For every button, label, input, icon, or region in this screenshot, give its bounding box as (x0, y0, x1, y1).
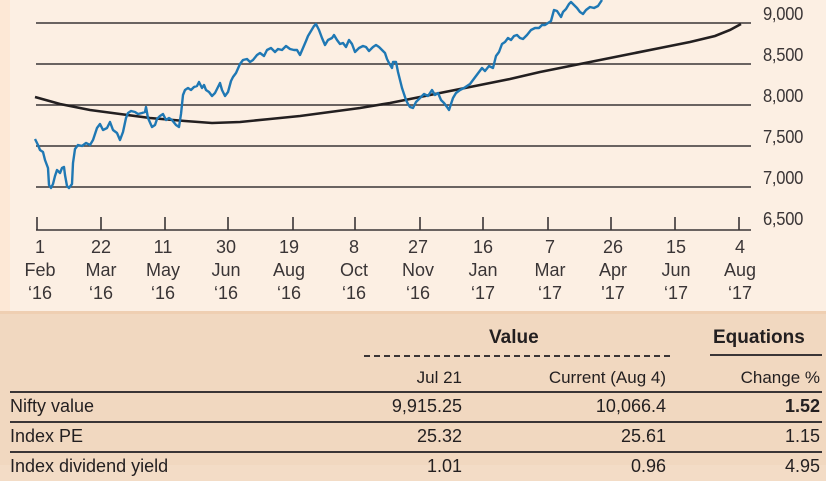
cell-jul21: 25.32 (416, 426, 462, 446)
x-tick-label: 19 Aug ‘16 (272, 237, 306, 303)
cell-change: 1.15 (784, 426, 820, 446)
row-label: Index PE (10, 426, 84, 446)
table-row: Index dividend yield 1.01 0.96 4.95 (10, 451, 822, 481)
table-row: Index PE 25.32 25.61 1.15 (10, 421, 822, 451)
x-tick-label: 8 Oct ‘16 (339, 237, 368, 303)
group-header-value: Value (489, 327, 539, 348)
group-header-equations: Equations (713, 327, 805, 348)
x-tick-label: 1 Feb ‘16 (24, 237, 56, 303)
gridlines (36, 22, 751, 231)
group-underline-equations (710, 354, 822, 356)
y-tick-label: 9,000 (763, 4, 804, 24)
series-nifty (33, 0, 603, 190)
y-tick-label: 8,000 (763, 86, 804, 106)
table-row: Nifty value 9,915.25 10,066.4 1.52 (10, 391, 822, 421)
chart-panel: 9,000 8,500 8,000 7,500 7,000 6,500 1 Feb… (0, 0, 826, 311)
x-tick-label: 22 Mar ‘16 (85, 237, 117, 303)
row-label: Index dividend yield (10, 456, 169, 476)
x-tick-label: 4 Aug ‘17 (723, 237, 757, 303)
cell-change: 4.95 (784, 456, 820, 476)
group-underline-value (364, 355, 670, 357)
y-tick-label: 7,000 (763, 168, 804, 188)
x-tick-label: 11 May ‘16 (145, 237, 180, 303)
cell-current: 0.96 (630, 456, 666, 476)
section-divider (0, 311, 826, 314)
column-header-change: Change % (740, 368, 820, 387)
y-tick-label: 6,500 (763, 209, 804, 229)
y-tick-label: 7,500 (763, 127, 804, 147)
column-header-jul21: Jul 21 (416, 368, 462, 387)
x-tick-label: 7 Mar ‘17 (534, 237, 566, 303)
x-tick-label: 16 Jan ‘17 (468, 237, 498, 303)
x-tick-label: 30 Jun ‘16 (211, 237, 241, 303)
column-header-current: Current (Aug 4) (548, 368, 666, 387)
y-tick-label: 8,500 (763, 45, 804, 65)
data-table (0, 314, 826, 465)
series-moving-average (34, 22, 742, 125)
line-chart (33, 0, 751, 231)
cell-current: 25.61 (620, 426, 666, 446)
cell-jul21: 1.01 (426, 456, 462, 476)
cell-change: 1.52 (784, 396, 820, 416)
x-axis-ticks (36, 217, 740, 230)
x-tick-label: 26 Apr '17 (598, 237, 627, 303)
left-margin (0, 0, 10, 311)
cell-jul21: 9,915.25 (391, 396, 462, 416)
x-tick-label: 15 Jun ‘17 (661, 237, 691, 303)
row-label: Nifty value (10, 396, 95, 416)
cell-current: 10,066.4 (595, 396, 666, 416)
x-tick-label: 27 Nov ‘16 (401, 237, 434, 303)
